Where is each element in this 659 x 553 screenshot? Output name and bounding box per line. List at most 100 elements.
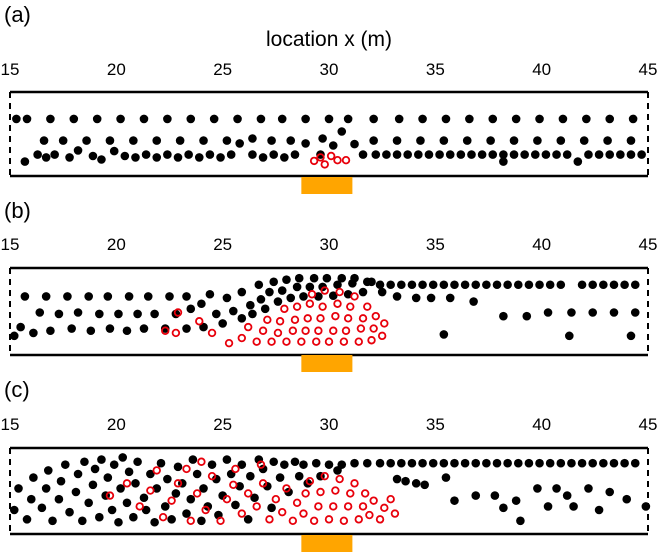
x-tick-label: 35 bbox=[426, 60, 445, 79]
red-open-circle bbox=[288, 326, 298, 335]
black-dot bbox=[299, 460, 308, 469]
black-dot bbox=[599, 280, 608, 290]
black-dot bbox=[267, 503, 276, 513]
black-dot bbox=[95, 309, 104, 319]
black-dot bbox=[218, 319, 227, 328]
black-dot bbox=[620, 458, 629, 468]
red-open-circle bbox=[358, 314, 368, 323]
red-open-circle bbox=[375, 515, 385, 524]
black-dot bbox=[222, 293, 232, 303]
black-dot bbox=[9, 505, 19, 515]
red-open-circle bbox=[216, 516, 225, 525]
black-dot bbox=[486, 136, 495, 145]
black-dot bbox=[579, 136, 589, 145]
black-dot bbox=[277, 114, 287, 124]
red-open-circle bbox=[320, 471, 329, 481]
black-dot bbox=[265, 287, 274, 297]
x-tick-label: 45 bbox=[639, 415, 658, 434]
x-tick-label: 15 bbox=[1, 235, 20, 254]
black-dot bbox=[237, 287, 247, 297]
black-dot bbox=[350, 458, 359, 468]
black-dot bbox=[371, 150, 381, 159]
black-dot bbox=[392, 292, 402, 301]
x-tick-label: 40 bbox=[532, 235, 551, 254]
black-dot bbox=[286, 136, 296, 145]
region-bar bbox=[301, 177, 353, 194]
red-open-circle bbox=[288, 516, 298, 525]
black-dot bbox=[73, 469, 83, 479]
black-dot bbox=[205, 289, 215, 299]
black-dot bbox=[222, 455, 232, 464]
black-dot bbox=[188, 455, 198, 464]
black-dot bbox=[92, 114, 102, 124]
x-tick-label: 15 bbox=[1, 60, 20, 79]
black-dot bbox=[584, 484, 593, 493]
black-dot bbox=[343, 114, 353, 124]
black-dot bbox=[541, 150, 551, 159]
black-dot bbox=[29, 473, 38, 482]
red-open-circle bbox=[380, 319, 389, 328]
black-dot bbox=[535, 458, 544, 468]
black-dot bbox=[594, 150, 604, 159]
black-dot bbox=[375, 458, 385, 468]
black-dot bbox=[503, 458, 512, 468]
red-open-circle bbox=[207, 471, 217, 481]
red-open-circle bbox=[331, 486, 340, 495]
black-dot bbox=[435, 150, 444, 159]
black-dot bbox=[439, 136, 449, 145]
x-tick-label: 25 bbox=[213, 60, 232, 79]
x-tick-label: 45 bbox=[639, 235, 658, 254]
black-dot bbox=[441, 473, 451, 482]
black-dot bbox=[535, 114, 544, 124]
black-dot bbox=[211, 474, 221, 484]
red-open-circle bbox=[197, 457, 206, 466]
black-dot bbox=[116, 484, 125, 493]
red-open-circle bbox=[309, 516, 319, 525]
black-dot bbox=[37, 503, 47, 513]
red-open-circle bbox=[265, 515, 274, 524]
black-dot bbox=[450, 496, 459, 505]
black-dot bbox=[567, 458, 576, 468]
red-open-circle bbox=[316, 153, 325, 162]
black-dot bbox=[109, 460, 119, 469]
red-open-circle bbox=[237, 333, 247, 343]
black-dot bbox=[114, 517, 123, 527]
black-dot bbox=[439, 458, 449, 468]
black-dot bbox=[173, 462, 183, 472]
black-dot bbox=[39, 136, 49, 145]
black-dot bbox=[116, 114, 125, 124]
black-dot bbox=[318, 282, 327, 292]
black-dot bbox=[445, 150, 455, 159]
red-open-circle bbox=[316, 314, 325, 323]
black-dot bbox=[199, 136, 208, 145]
black-dot bbox=[441, 114, 451, 124]
red-open-circle bbox=[267, 337, 276, 346]
region-bar bbox=[301, 535, 353, 552]
x-tick-label: 15 bbox=[1, 415, 20, 434]
black-dot bbox=[205, 150, 215, 159]
red-open-circle bbox=[278, 507, 287, 517]
red-open-circle bbox=[173, 479, 183, 488]
black-dot bbox=[439, 280, 449, 290]
red-open-circle bbox=[341, 326, 351, 335]
black-dot bbox=[603, 136, 612, 145]
black-dot bbox=[428, 280, 438, 290]
black-dot bbox=[522, 311, 532, 321]
black-dot bbox=[309, 273, 319, 283]
black-dot bbox=[105, 136, 115, 145]
black-dot bbox=[41, 484, 51, 493]
black-dot bbox=[65, 153, 74, 162]
black-dot bbox=[337, 127, 347, 136]
red-open-circle bbox=[390, 509, 400, 518]
red-open-circle bbox=[354, 337, 363, 346]
black-dot bbox=[620, 280, 629, 290]
black-dot bbox=[333, 280, 342, 290]
x-tick-label: 35 bbox=[426, 415, 445, 434]
x-tick-label: 40 bbox=[532, 415, 551, 434]
red-open-circle bbox=[263, 315, 272, 324]
black-dot bbox=[477, 150, 487, 159]
black-dot bbox=[197, 299, 206, 309]
black-dot bbox=[358, 287, 368, 297]
black-dot bbox=[173, 153, 183, 162]
panel-a: (a) location x (m) 15 20 25 30 35 40 45 bbox=[1, 2, 657, 194]
